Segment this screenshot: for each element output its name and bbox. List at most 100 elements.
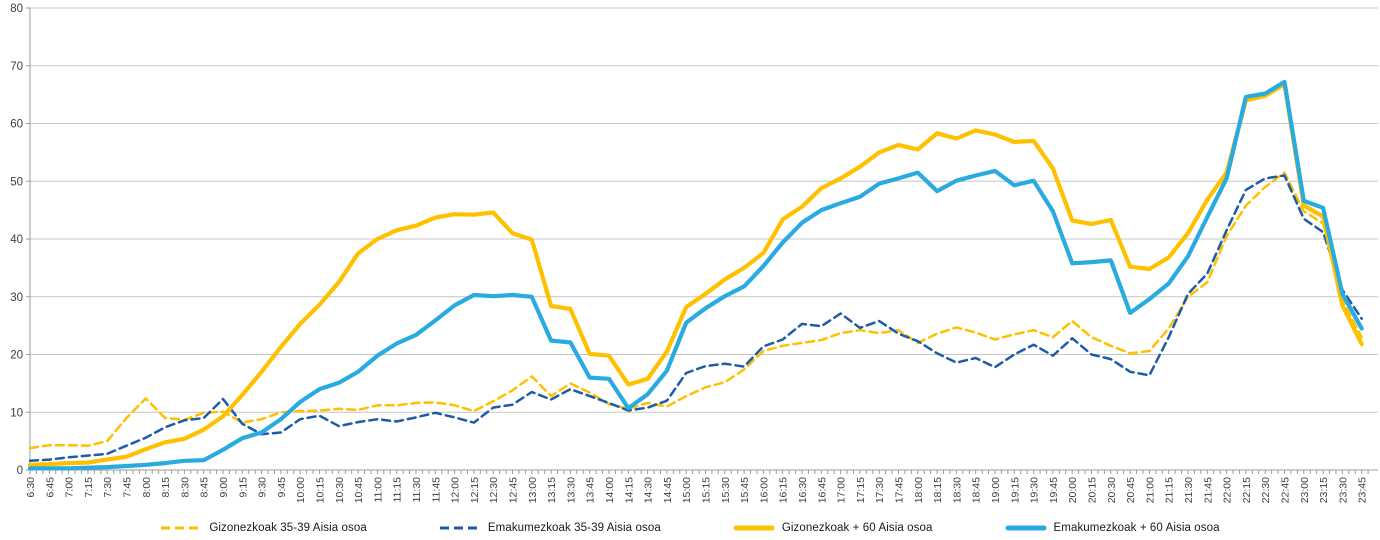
series-line-2: [27, 82, 1364, 467]
x-tick-label: 16:15: [778, 477, 790, 503]
x-tick-label: 11:00: [372, 477, 384, 503]
x-tick-label: 10:15: [315, 477, 327, 503]
x-tick-label: 14:15: [623, 477, 635, 503]
x-tick-label: 17:15: [855, 477, 867, 503]
y-tick-label: 70: [10, 61, 23, 73]
x-tick-label: 21:15: [1164, 477, 1176, 503]
legend-swatch-solid-yellow-icon: [733, 525, 775, 531]
x-axis-labels: 6:30 6:45 7:00 7:15 7:30 7:45 8:00 8:15 8:30 8:45…: [25, 477, 1369, 503]
x-tick-label: 15:30: [720, 477, 732, 503]
x-tick-label: 10:30: [334, 477, 346, 503]
x-tick-label: 20:15: [1087, 477, 1099, 503]
x-tick-label: 20:45: [1125, 477, 1137, 503]
x-axis-ticks: [29, 470, 1369, 474]
x-tick-label: 18:30: [951, 477, 963, 503]
x-tick-label: 10:00: [295, 477, 307, 503]
x-tick-label: 12:30: [488, 477, 500, 503]
legend-item-gizonezkoak-60: Gizonezkoak + 60 Aisia osoa: [733, 522, 933, 534]
x-tick-label: 7:45: [122, 477, 134, 498]
x-tick-label: 8:15: [160, 477, 172, 498]
x-tick-label: 14:30: [643, 477, 655, 503]
x-tick-label: 17:30: [874, 477, 886, 503]
x-tick-label: 16:00: [758, 477, 770, 503]
x-tick-label: 18:15: [932, 477, 944, 503]
x-tick-label: 8:00: [141, 477, 153, 498]
x-tick-label: 15:45: [739, 477, 751, 503]
x-tick-label: 12:15: [469, 477, 481, 503]
x-tick-label: 9:15: [237, 477, 249, 498]
y-tick-label: 20: [10, 350, 23, 362]
x-tick-label: 13:15: [546, 477, 558, 503]
x-tick-label: 13:00: [527, 477, 539, 503]
x-tick-label: 21:45: [1202, 477, 1214, 503]
x-tick-label: 11:15: [392, 477, 404, 503]
y-tick-label: 0: [17, 465, 23, 477]
legend-swatch-solid-cyan-icon: [1005, 525, 1047, 531]
x-tick-label: 13:30: [565, 477, 577, 503]
x-tick-label: 23:00: [1299, 477, 1311, 503]
x-tick-label: 18:00: [913, 477, 925, 503]
x-tick-label: 22:00: [1222, 477, 1234, 503]
x-tick-label: 20:30: [1106, 477, 1118, 503]
x-tick-label: 6:45: [44, 477, 56, 498]
x-tick-label: 8:30: [179, 477, 191, 498]
x-tick-label: 18:45: [971, 477, 983, 503]
x-tick-label: 19:30: [1029, 477, 1041, 503]
legend-label: Emakumezkoak + 60 Aisia osoa: [1053, 522, 1220, 534]
y-tick-label: 60: [10, 119, 23, 131]
y-tick-label: 10: [10, 407, 23, 419]
y-tick-label: 40: [10, 234, 23, 246]
legend-item-emakumezkoak-35-39: Emakumezkoak 35-39 Aisia osoa: [439, 522, 661, 534]
legend-label: Gizonezkoak + 60 Aisia osoa: [781, 522, 933, 534]
x-tick-label: 14:00: [604, 477, 616, 503]
x-tick-label: 15:00: [681, 477, 693, 503]
y-tick-label: 30: [10, 292, 23, 304]
y-tick-label: 80: [10, 3, 23, 15]
legend-swatch-dashed-blue-icon: [439, 526, 480, 530]
x-tick-label: 19:00: [990, 477, 1002, 503]
x-tick-label: 23:30: [1337, 477, 1349, 503]
x-tick-label: 7:00: [64, 477, 76, 498]
x-tick-label: 9:45: [276, 477, 288, 498]
x-tick-label: 15:15: [701, 477, 713, 503]
x-tick-label: 6:30: [25, 477, 37, 498]
x-tick-label: 13:45: [585, 477, 597, 503]
x-tick-label: 7:30: [102, 477, 114, 498]
x-tick-label: 17:45: [894, 477, 906, 503]
x-tick-label: 22:30: [1260, 477, 1272, 503]
series-line-0: [28, 171, 1363, 450]
x-tick-label: 7:15: [83, 477, 95, 498]
x-tick-label: 21:00: [1144, 477, 1156, 503]
x-tick-label: 12:45: [508, 477, 520, 503]
y-axis-labels: 0 10 20 30 40 50 60 70 80: [10, 3, 30, 477]
legend-item-gizonezkoak-35-39: Gizonezkoak 35-39 Aisia osoa: [160, 522, 367, 534]
x-tick-label: 23:15: [1318, 477, 1330, 503]
chart-legend: Gizonezkoak 35-39 Aisia osoa Emakumezkoa…: [0, 522, 1380, 534]
series-line-3: [27, 79, 1364, 471]
x-tick-label: 8:45: [199, 477, 211, 498]
x-tick-label: 16:45: [816, 477, 828, 503]
x-tick-label: 20:00: [1067, 477, 1079, 503]
x-tick-label: 10:45: [353, 477, 365, 503]
legend-swatch-dashed-yellow-icon: [161, 526, 202, 530]
x-tick-label: 14:45: [662, 477, 674, 503]
x-tick-label: 22:45: [1280, 477, 1292, 503]
y-tick-label: 50: [10, 176, 23, 188]
x-tick-label: 19:15: [1009, 477, 1021, 503]
x-tick-label: 9:30: [257, 477, 269, 498]
x-tick-label: 11:45: [430, 477, 442, 503]
x-tick-label: 17:00: [836, 477, 848, 503]
x-tick-label: 22:15: [1241, 477, 1253, 503]
x-tick-label: 9:00: [218, 477, 230, 498]
x-tick-label: 21:30: [1183, 477, 1195, 503]
x-tick-label: 16:30: [797, 477, 809, 503]
x-tick-label: 11:30: [411, 477, 423, 503]
gridlines: [30, 7, 1378, 413]
x-tick-label: 23:45: [1357, 477, 1369, 503]
legend-label: Emakumezkoak 35-39 Aisia osoa: [487, 522, 661, 534]
series-line-1: [28, 174, 1363, 463]
x-tick-label: 19:45: [1048, 477, 1060, 503]
legend-item-emakumezkoak-60: Emakumezkoak + 60 Aisia osoa: [1005, 522, 1220, 534]
